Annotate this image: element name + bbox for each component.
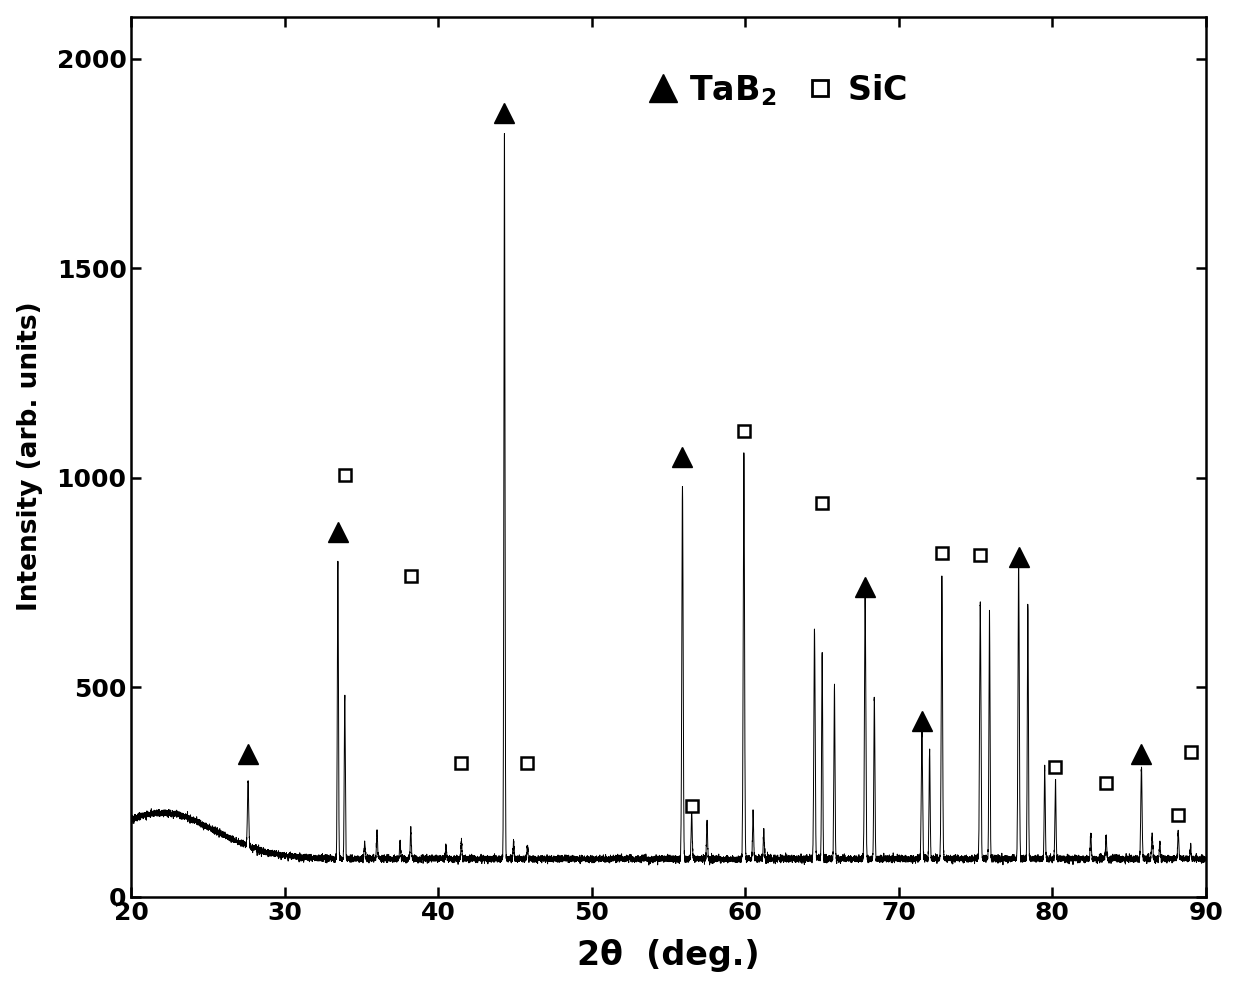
X-axis label: 2θ  (deg.): 2θ (deg.): [578, 940, 760, 972]
Legend: $\mathbf{TaB_2}$, $\mathbf{SiC}$: $\mathbf{TaB_2}$, $\mathbf{SiC}$: [632, 59, 920, 121]
Y-axis label: Intensity (arb. units): Intensity (arb. units): [16, 302, 42, 611]
